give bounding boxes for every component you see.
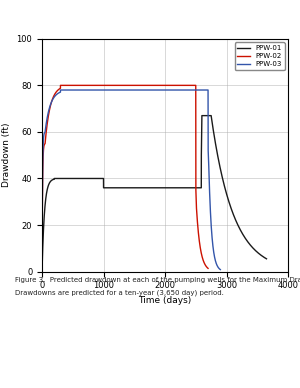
PPW-01	[246, 239, 250, 244]
PPW-02	[88, 83, 92, 88]
PPW-02	[206, 266, 210, 271]
Legend: PPW-01, PPW-02, PPW-03: PPW-01, PPW-02, PPW-03	[235, 42, 284, 70]
Line: PPW-03: PPW-03	[42, 90, 220, 272]
PPW-01	[190, 185, 194, 190]
PPW-02	[59, 83, 62, 88]
PPW-02	[40, 269, 44, 274]
PPW-03	[218, 267, 221, 271]
PPW-03	[210, 232, 214, 237]
Line: PPW-01: PPW-01	[42, 116, 266, 272]
PPW-02	[203, 263, 207, 267]
PPW-03	[218, 267, 222, 272]
Text: Figure 3.  Predicted drawdown at each of the pumping wells for the Maximum Drawd: Figure 3. Predicted drawdown at each of …	[15, 277, 300, 283]
PPW-03	[51, 96, 55, 101]
PPW-03	[40, 269, 44, 274]
Y-axis label: Drawdown (ft): Drawdown (ft)	[2, 123, 11, 187]
PPW-03	[149, 88, 153, 92]
PPW-03	[59, 88, 62, 92]
PPW-01	[200, 113, 204, 118]
PPW-01	[265, 256, 268, 261]
PPW-03	[123, 88, 127, 92]
PPW-01	[85, 176, 88, 181]
Line: PPW-02: PPW-02	[42, 85, 208, 272]
PPW-02	[71, 83, 75, 88]
PPW-01	[40, 269, 44, 274]
PPW-01	[46, 186, 49, 191]
PPW-01	[83, 176, 86, 181]
Text: Drawdowns are predicted for a ten-year (3,650 day) period.: Drawdowns are predicted for a ten-year (…	[15, 289, 224, 296]
PPW-03	[218, 266, 221, 271]
PPW-02	[159, 83, 162, 88]
X-axis label: Time (days): Time (days)	[138, 296, 192, 305]
PPW-02	[150, 83, 154, 88]
PPW-01	[246, 239, 249, 244]
PPW-02	[165, 83, 169, 88]
